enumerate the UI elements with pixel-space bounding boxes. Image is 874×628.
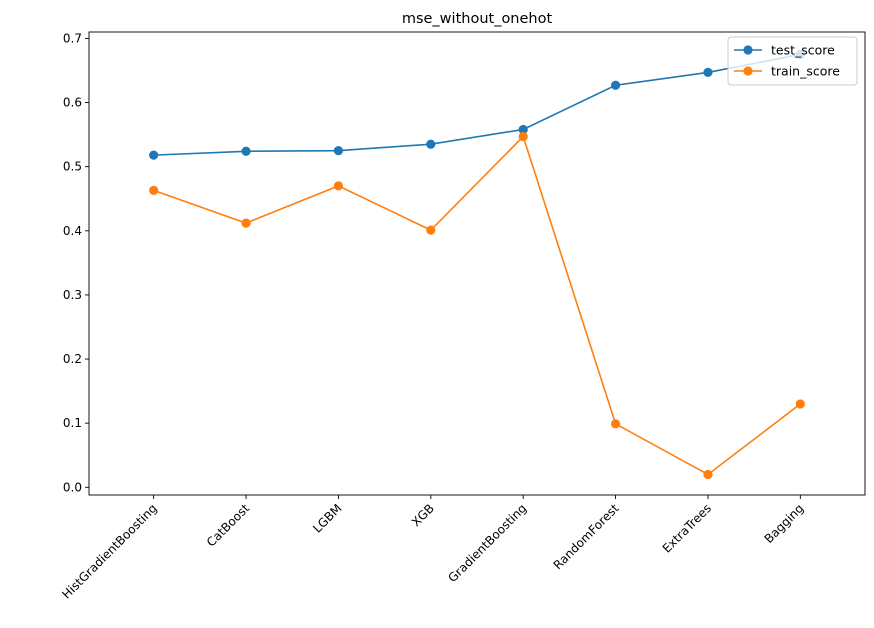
x-tick-label: XGB: [409, 501, 437, 529]
legend-marker-test-score: [743, 45, 753, 55]
data-point-test-score: [149, 150, 159, 160]
y-tick-label: 0.4: [63, 224, 82, 238]
x-tick-label: ExtraTrees: [660, 501, 714, 555]
data-point-train-score: [149, 185, 159, 195]
chart-title: mse_without_onehot: [402, 11, 553, 27]
y-tick-label: 0.1: [63, 416, 82, 430]
y-tick-label: 0.3: [63, 288, 82, 302]
y-tick-label: 0.0: [63, 480, 82, 494]
y-tick-label: 0.2: [63, 352, 82, 366]
legend-marker-train-score: [743, 66, 753, 76]
legend-box: [727, 36, 858, 86]
data-point-test-score: [241, 146, 251, 156]
data-point-train-score: [426, 225, 436, 235]
x-tick-label: LGBM: [310, 501, 344, 535]
data-point-test-score: [610, 80, 621, 90]
data-point-test-score: [426, 139, 436, 149]
data-point-test-score: [518, 124, 528, 135]
data-point-test-score: [703, 67, 713, 78]
y-tick-label: 0.7: [63, 31, 82, 45]
axes: 0.0 0.1 0.2 0.3 0.4 0.5 0.6 0.7 HistGradientBoos…: [59, 31, 866, 602]
series-line-train-score: [153, 135, 801, 476]
x-tick-label: RandomForest: [551, 501, 622, 572]
data-point-train-score: [610, 419, 621, 429]
y-tick-label: 0.6: [63, 96, 82, 110]
data-point-test-score: [333, 146, 344, 156]
data-point-train-score: [333, 181, 344, 191]
series-line-test-score: [153, 53, 801, 156]
legend-label-train-score: train_score: [771, 64, 840, 79]
data-point-train-score: [795, 399, 805, 409]
plot-frame: [88, 31, 866, 496]
data-point-train-score: [241, 218, 251, 228]
x-tick-label: GradientBoosting: [445, 501, 529, 585]
data-point-train-score: [703, 469, 713, 480]
plot-area: [149, 49, 805, 480]
data-point-train-score: [518, 131, 528, 142]
legend: test_score train_score: [727, 36, 858, 86]
x-tick-label: CatBoost: [204, 501, 253, 550]
x-tick-label: HistGradientBoosting: [59, 501, 159, 601]
x-tick-label: Bagging: [762, 501, 807, 546]
y-tick-label: 0.5: [63, 160, 82, 174]
legend-label-test-score: test_score: [771, 43, 835, 58]
